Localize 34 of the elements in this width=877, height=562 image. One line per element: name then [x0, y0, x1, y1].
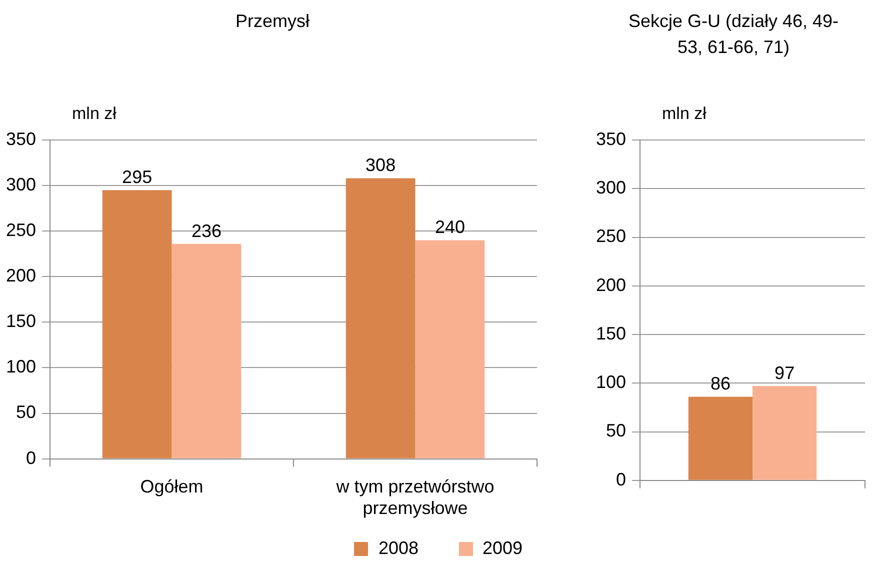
y-tick-label: 200: [6, 266, 36, 286]
y-tick-label: 100: [6, 356, 36, 377]
y-tick-label: 150: [596, 323, 626, 344]
y-tick-label: 0: [616, 469, 626, 490]
data-label: 240: [434, 217, 465, 238]
y-tick-label: 250: [6, 220, 36, 240]
y-tick-label: 250: [596, 226, 626, 246]
y-tick-label: 300: [596, 178, 626, 198]
y-tick-label: 350: [596, 128, 626, 149]
y-tick-label: 0: [26, 448, 36, 468]
legend-label: 2009: [482, 538, 523, 559]
y-tick-label: 150: [6, 311, 36, 332]
data-label: 308: [366, 155, 396, 176]
chart-title: Przemysł: [234, 10, 310, 33]
y-tick-label: 100: [596, 372, 626, 392]
x-tick-label: Ogółem: [140, 476, 204, 497]
x-tick-label: w tym przetwórstwo przemysłowe: [335, 476, 494, 518]
y-tick-label: 300: [6, 174, 36, 195]
legend-label: 2008: [378, 538, 418, 559]
y-tick-label: 200: [596, 274, 626, 295]
bar: [102, 190, 172, 458]
data-label: 236: [191, 220, 222, 241]
data-label: 86: [710, 374, 730, 394]
y-tick-label: 50: [16, 402, 36, 422]
bar: [172, 244, 242, 458]
data-label: 97: [774, 363, 795, 384]
y-tick-label: 50: [606, 420, 626, 441]
bar: [415, 240, 485, 458]
y-axis-title: mln zł: [72, 104, 116, 124]
y-axis-title: mln zł: [662, 104, 706, 124]
data-label: 295: [122, 167, 152, 188]
chart-title: Sekcje G-U (działy 46, 49-53, 61-66, 71): [627, 10, 840, 59]
bar: [346, 178, 416, 458]
y-tick-label: 350: [6, 128, 36, 149]
